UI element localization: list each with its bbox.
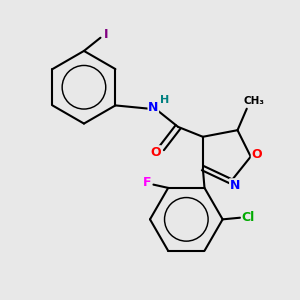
- Text: O: O: [251, 148, 262, 161]
- Text: H: H: [160, 95, 170, 106]
- Text: F: F: [143, 176, 152, 189]
- Text: CH₃: CH₃: [244, 97, 265, 106]
- Text: O: O: [150, 146, 161, 159]
- Text: Cl: Cl: [242, 211, 255, 224]
- Text: N: N: [148, 100, 158, 114]
- Text: N: N: [230, 179, 240, 192]
- Text: I: I: [104, 28, 109, 41]
